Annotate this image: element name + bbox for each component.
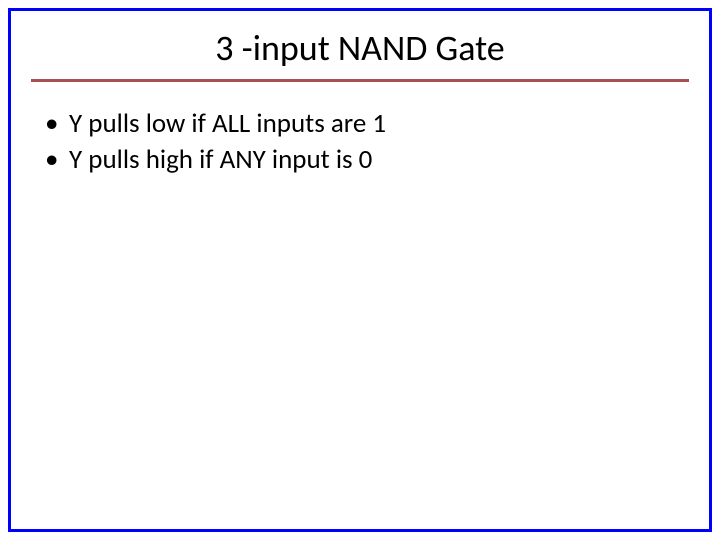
slide-title: 3 -input NAND Gate — [11, 29, 709, 69]
bullet-item: Y pulls high if ANY input is 0 — [45, 142, 675, 178]
bullet-list: Y pulls low if ALL inputs are 1 Y pulls … — [45, 106, 675, 179]
slide-frame: 3 -input NAND Gate Y pulls low if ALL in… — [8, 8, 712, 532]
title-area: 3 -input NAND Gate — [11, 11, 709, 69]
bullet-item: Y pulls low if ALL inputs are 1 — [45, 106, 675, 142]
content-area: Y pulls low if ALL inputs are 1 Y pulls … — [11, 82, 709, 179]
